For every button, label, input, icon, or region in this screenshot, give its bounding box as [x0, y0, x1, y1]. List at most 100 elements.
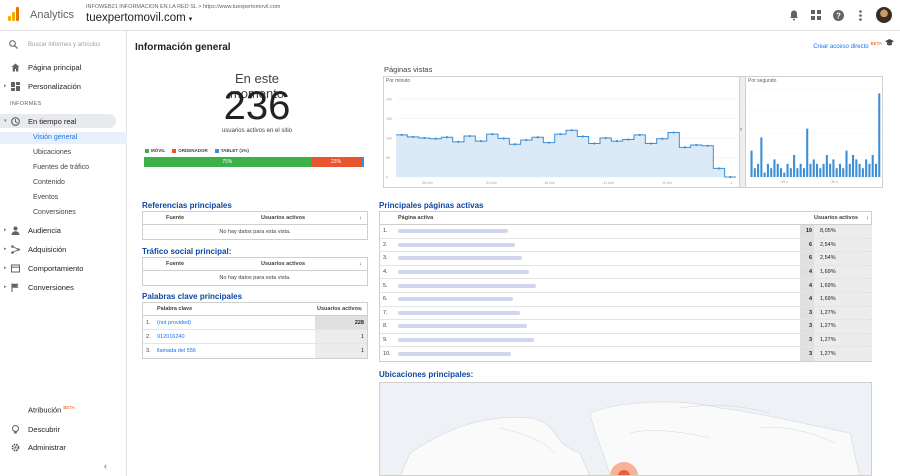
subnav-conversions[interactable]: Conversiones [33, 209, 76, 216]
help-icon[interactable]: ? [832, 9, 844, 21]
pageviews-line [396, 129, 736, 178]
nav-attribution[interactable]: Atribución BETA [0, 403, 127, 417]
device-legend: MÓVIL ORDENADOR TABLET (1%) [145, 148, 249, 153]
nav-home[interactable]: Página principal [0, 60, 127, 74]
page-link[interactable] [398, 334, 534, 347]
nav-attribution-label: Atribución [28, 405, 62, 415]
collapse-sidebar-icon[interactable]: ‹ [104, 461, 107, 471]
more-vert-icon[interactable] [854, 9, 866, 21]
table-row[interactable]: 6. 4 1,69% [380, 292, 872, 307]
bell-icon[interactable] [788, 9, 800, 21]
table-row[interactable]: 3. llamada del 556 1 [143, 344, 367, 358]
nav-discover-label: Descubrir [28, 424, 61, 434]
search-box[interactable]: Buscar informes y artículos [9, 38, 121, 51]
page-link[interactable] [398, 293, 513, 306]
property-selector[interactable]: tuexpertomovil.com ▾ [86, 12, 192, 24]
social-title: Tráfico social principal: [142, 247, 232, 256]
col-active-users[interactable]: Usuarios activos [317, 306, 362, 312]
subnav-events[interactable]: Eventos [33, 194, 59, 201]
pageviews-point [547, 141, 551, 144]
table-row[interactable]: 5. 4 1,69% [380, 279, 872, 293]
row-number: 2. [383, 241, 388, 248]
table-row[interactable]: 4. 4 1,69% [380, 265, 872, 280]
page-link[interactable] [398, 320, 527, 333]
pageviews-point [559, 133, 562, 136]
col-keyword[interactable]: Palabra clave [157, 306, 193, 312]
page-link[interactable] [398, 347, 511, 361]
nav-audience[interactable]: ▸ Audiencia [0, 223, 127, 237]
subnav-locations[interactable]: Ubicaciones [33, 149, 72, 156]
nav-conversions[interactable]: ▸ Conversiones [0, 280, 127, 294]
table-row[interactable]: 9. 3 1,27% [380, 333, 872, 348]
col-source[interactable]: Fuente [166, 215, 185, 221]
col-active-users[interactable]: Usuarios activos [261, 215, 306, 221]
flag-icon [11, 283, 20, 292]
page-link[interactable] [398, 239, 515, 252]
nav-admin[interactable]: Administrar [0, 440, 127, 454]
active-pages-rows: 1. 19 8,05% 2. 6 2,54% 3. 6 2,54% 4. 4 1,69% 5. 4 1,69… [380, 225, 872, 361]
nav-realtime[interactable]: ▾ En tiempo real [0, 114, 116, 128]
active-users-value: 19 [800, 225, 814, 238]
table-row[interactable]: 2. 6 2,54% [380, 238, 872, 253]
active-users-pct: 8,05% [814, 225, 872, 238]
per-second-bar [809, 163, 812, 177]
referrers-table: Fuente Usuarios activos ↓ No hay datos p… [142, 211, 368, 240]
table-row[interactable]: 1. (not provided) 228 [143, 316, 367, 330]
nav-behavior-label: Comportamiento [28, 263, 84, 273]
pageviews-point [581, 135, 585, 138]
table-row[interactable]: 2. 912016240 1 [143, 330, 367, 344]
nav-customization[interactable]: ▸ Personalización [0, 79, 127, 93]
sort-arrow-icon[interactable]: ↓ [360, 306, 363, 312]
spain-location-marker[interactable] [610, 462, 638, 476]
table-row[interactable]: 10. 3 1,27% [380, 347, 872, 361]
chevron-right-icon[interactable]: › [740, 127, 742, 133]
table-row[interactable]: 8. 3 1,27% [380, 320, 872, 334]
nav-behavior[interactable]: ▸ Comportamiento [0, 261, 127, 275]
col-active-page[interactable]: Página activa [398, 215, 434, 221]
sort-arrow-icon[interactable]: ↓ [866, 215, 869, 221]
sort-arrow-icon[interactable]: ↓ [359, 261, 362, 267]
x-tick-label: -6 min [662, 181, 672, 185]
page-link[interactable] [398, 266, 529, 279]
keywords-title: Palabras clave principales [142, 292, 243, 301]
keyword-link[interactable]: (not provided) [157, 319, 191, 326]
nav-acquisition[interactable]: ▸ Adquisición [0, 242, 127, 256]
table-row[interactable]: 7. 3 1,27% [380, 306, 872, 321]
page-link[interactable] [398, 307, 520, 320]
table-row[interactable]: 3. 6 2,54% [380, 252, 872, 266]
create-shortcut-link[interactable]: Crear acceso directoBETA [813, 41, 882, 50]
subnav-content[interactable]: Contenido [33, 179, 65, 186]
analytics-logo[interactable] [8, 7, 20, 21]
subnav-traffic-sources[interactable]: Fuentes de tráfico [33, 164, 90, 171]
search-input[interactable]: Buscar informes y artículos [28, 41, 101, 48]
col-active-users[interactable]: Usuarios activos [814, 215, 859, 221]
keyword-link[interactable]: llamada del 556 [157, 348, 196, 354]
pageviews-point [593, 142, 596, 145]
active-users-pct: 1,27% [814, 306, 872, 320]
keyword-link[interactable]: 912016240 [157, 333, 185, 340]
pageviews-point [672, 131, 675, 134]
active-users-value: 4 [800, 292, 814, 306]
col-active-users[interactable]: Usuarios activos [261, 261, 306, 267]
nav-audience-label: Audiencia [28, 225, 61, 235]
gear-icon [11, 443, 20, 452]
y-tick-label: 0 [386, 176, 388, 180]
page-link[interactable] [398, 225, 508, 238]
subnav-overview[interactable]: Visión general [33, 134, 78, 141]
apps-grid-icon[interactable] [810, 9, 822, 21]
page-link[interactable] [398, 252, 522, 265]
chart-separator[interactable]: › [739, 77, 746, 187]
table-row[interactable]: 1. 19 8,05% [380, 225, 872, 239]
avatar[interactable] [876, 7, 892, 23]
active-users-caption: usuarios activos en el sitio [221, 128, 293, 134]
world-map[interactable] [379, 382, 872, 476]
graduation-cap-icon[interactable] [885, 39, 894, 48]
expand-arrow-icon: ▸ [4, 284, 7, 290]
account-breadcrumb[interactable]: INFOWEB21 INFORMACION EN LA RED SL > htt… [86, 4, 281, 10]
nav-discover[interactable]: Descubrir [0, 422, 127, 436]
page-link[interactable] [398, 279, 536, 292]
per-second-bar [858, 163, 861, 177]
legend-tablet: TABLET (1%) [214, 148, 249, 153]
col-source[interactable]: Fuente [166, 261, 185, 267]
sort-arrow-icon[interactable]: ↓ [359, 215, 362, 221]
